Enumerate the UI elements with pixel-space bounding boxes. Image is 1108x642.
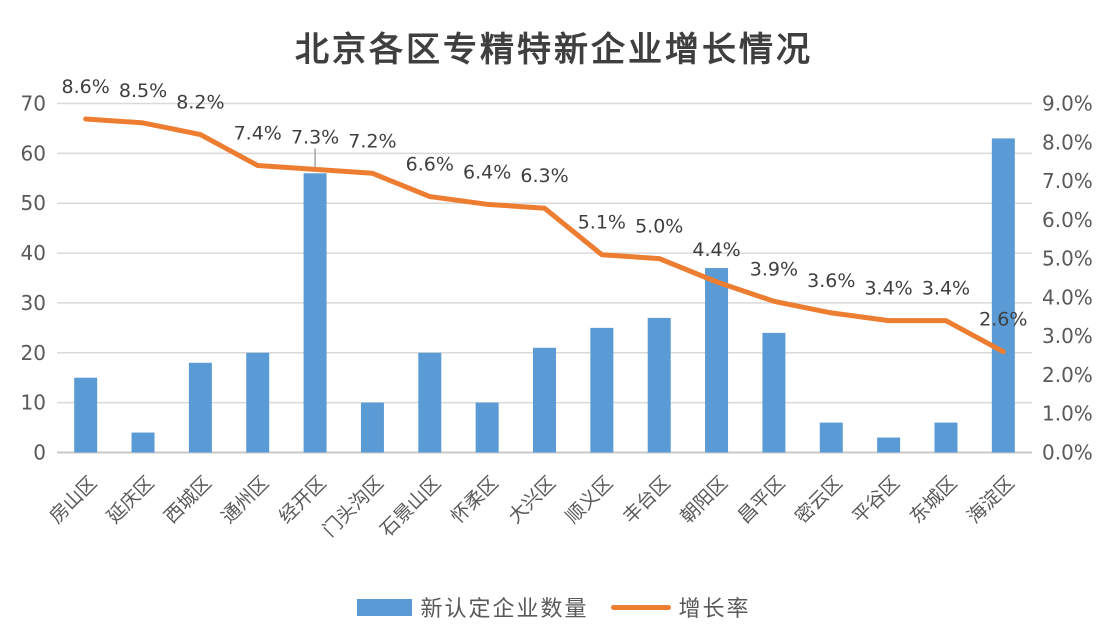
right-axis-tick-label: 2.0% [1042, 363, 1093, 387]
line-data-label: 5.1% [578, 212, 626, 234]
right-axis-tick-label: 4.0% [1042, 285, 1093, 309]
left-axis-tick-label: 10 [21, 391, 46, 415]
left-axis-tick-label: 50 [21, 191, 46, 215]
bar [590, 327, 614, 453]
line-data-label: 7.3% [291, 126, 339, 148]
chart-title: 北京各区专精特新企业增长情况 [295, 30, 813, 70]
line-data-label: 2.6% [979, 309, 1027, 331]
x-axis-category-label: 昌平区 [734, 472, 790, 528]
bar [819, 422, 843, 453]
bar [360, 402, 384, 453]
right-axis-tick-label: 5.0% [1042, 247, 1093, 271]
legend-line-swatch [610, 604, 671, 610]
bar [74, 377, 98, 453]
legend-line-label: 增长率 [678, 597, 751, 622]
right-axis-tick-label: 3.0% [1042, 324, 1093, 348]
line-data-label: 5.0% [635, 216, 683, 238]
x-axis-category-label: 西城区 [160, 472, 216, 528]
left-axis-tick-label: 30 [21, 291, 46, 315]
line-data-label: 3.9% [750, 258, 798, 280]
line-data-label: 3.6% [807, 270, 855, 292]
line-data-label: 6.4% [463, 161, 511, 183]
bar [131, 432, 155, 453]
right-axis-tick-label: 9.0% [1042, 92, 1093, 116]
x-axis-category-label: 大兴区 [504, 472, 560, 528]
left-axis-tick-label: 70 [21, 92, 46, 116]
x-axis-category-label: 石景山区 [376, 472, 445, 541]
bar [991, 138, 1015, 453]
line-data-label: 3.4% [864, 278, 912, 300]
line-data-label: 3.4% [922, 278, 970, 300]
line-data-label: 7.2% [348, 130, 396, 152]
bar [762, 332, 786, 453]
left-axis-tick-label: 40 [21, 241, 46, 265]
x-axis-category-label: 经开区 [275, 472, 331, 528]
growth-rate-line [83, 116, 1006, 355]
right-axis-tick-label: 1.0% [1042, 402, 1093, 426]
line-data-label: 8.6% [62, 76, 110, 98]
x-axis-category-label: 房山区 [45, 472, 101, 528]
right-axis-tick-label: 0.0% [1042, 441, 1093, 465]
x-axis-category-label: 顺义区 [562, 472, 618, 528]
x-axis-category-label: 通州区 [217, 472, 273, 528]
x-axis-category-label: 海淀区 [963, 472, 1019, 528]
x-axis-category-label: 平谷区 [848, 472, 904, 528]
x-axis-category-label: 密云区 [791, 472, 847, 528]
line-data-label: 8.2% [176, 92, 224, 114]
bar [934, 422, 958, 453]
right-axis-tick-label: 7.0% [1042, 169, 1093, 193]
bar [303, 173, 327, 453]
bar [188, 362, 212, 453]
legend: 新认定企业数量 增长率 [0, 591, 1108, 623]
line-data-label: 6.6% [406, 154, 454, 176]
x-axis-category-label: 怀柔区 [447, 472, 503, 528]
left-axis-tick-label: 60 [21, 141, 46, 165]
bar [475, 402, 499, 453]
bar [877, 437, 901, 453]
bar [418, 352, 442, 453]
x-axis-category-label: 朝阳区 [676, 472, 732, 528]
left-axis-tick-label: 0 [33, 441, 46, 465]
x-axis-category-label: 东城区 [906, 472, 962, 528]
bar [647, 317, 671, 453]
right-axis-tick-label: 8.0% [1042, 130, 1093, 154]
bar [533, 347, 556, 453]
bar [705, 268, 729, 453]
right-axis-tick-label: 6.0% [1042, 208, 1093, 232]
legend-bar-label: 新认定企业数量 [420, 597, 589, 622]
line-data-label: 8.5% [119, 80, 167, 102]
x-axis-category-label: 丰台区 [619, 472, 675, 528]
line-data-label: 7.4% [234, 123, 282, 145]
legend-bar-swatch [357, 598, 413, 616]
x-axis-category-label: 门头沟区 [319, 472, 388, 541]
line-data-label: 4.4% [692, 239, 740, 261]
line-data-label: 6.3% [520, 165, 568, 187]
bar [246, 352, 270, 453]
x-axis-category-label: 延庆区 [103, 472, 159, 528]
left-axis-tick-label: 20 [21, 341, 46, 365]
